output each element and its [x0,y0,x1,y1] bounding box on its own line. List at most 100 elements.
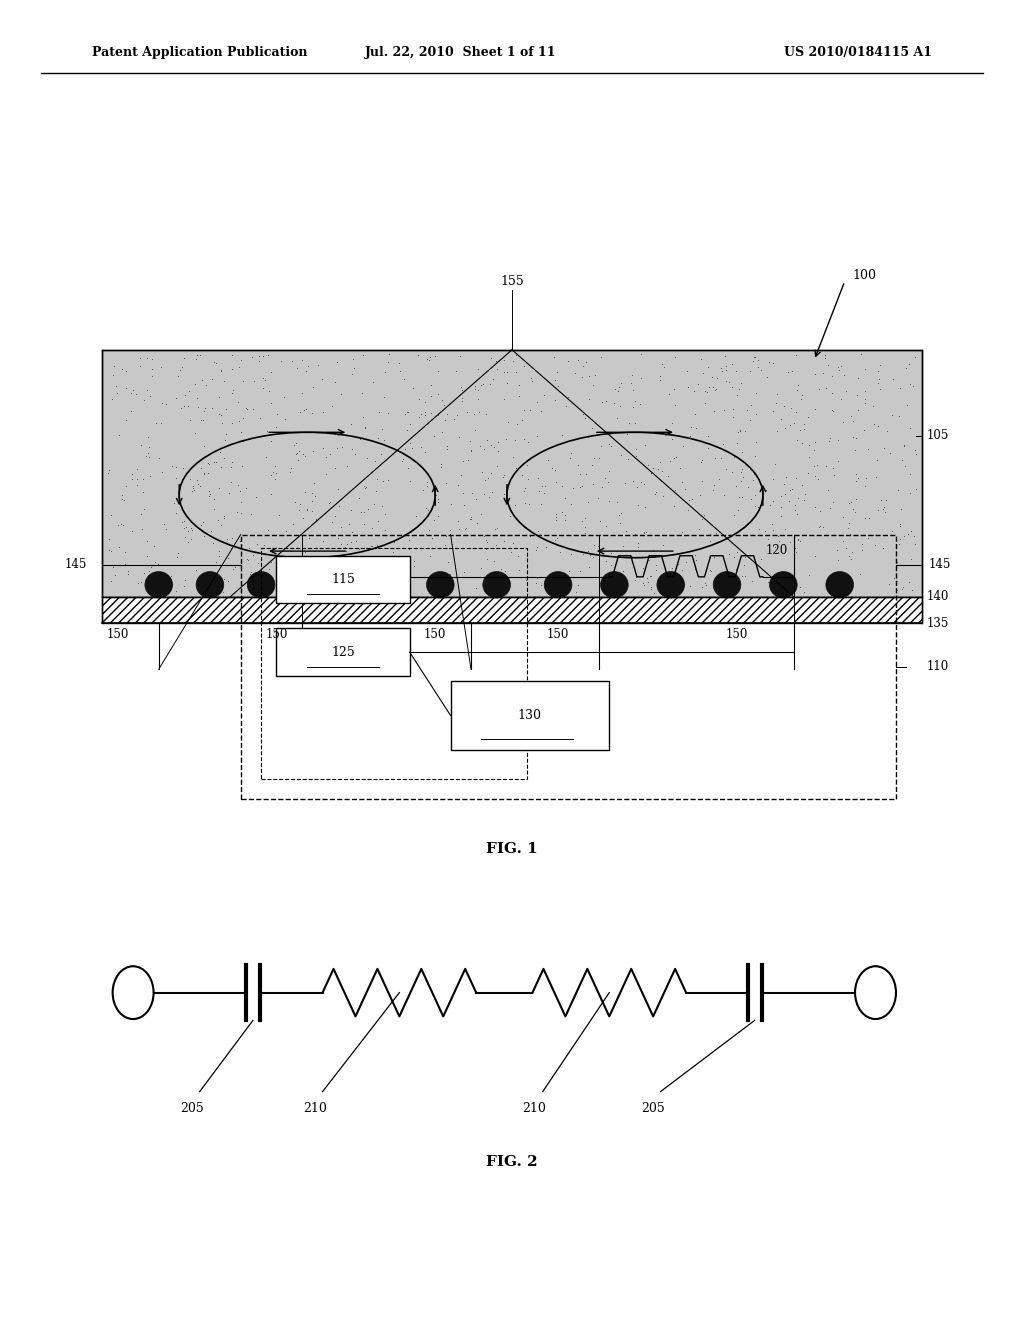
Point [666,496,682,517]
Point [733,565,750,586]
Point [255,346,271,367]
Point [291,499,307,520]
Point [536,482,552,503]
Point [740,477,757,498]
Point [216,508,232,529]
Point [331,496,347,517]
Point [514,465,530,486]
Point [765,400,781,421]
Point [843,405,859,426]
Point [557,487,573,508]
Point [128,384,144,405]
Point [411,388,427,409]
Point [133,519,150,540]
Point [206,565,222,586]
Point [142,466,159,487]
Point [154,356,170,378]
Point [848,428,864,449]
Point [306,473,323,494]
Point [258,446,274,467]
Point [794,433,810,454]
Point [612,396,629,417]
Point [773,486,790,507]
Point [211,385,227,407]
Point [706,400,722,421]
Point [695,363,712,384]
Point [728,360,744,381]
Point [571,463,588,484]
Point [189,566,206,587]
Ellipse shape [196,572,224,598]
Point [172,397,188,418]
Point [706,376,722,397]
Point [573,367,590,388]
Text: 155: 155 [500,275,524,288]
Point [884,520,900,541]
Point [529,392,546,413]
Point [637,496,653,517]
Point [180,520,197,541]
Point [902,463,919,484]
Point [182,528,199,549]
Point [641,550,657,572]
Point [641,565,657,586]
Point [428,484,444,506]
Point [188,388,205,409]
Point [780,491,797,512]
Point [687,417,703,438]
Point [897,358,913,379]
Point [729,541,745,562]
Point [527,540,544,561]
Point [441,564,458,585]
Point [231,531,248,552]
Point [343,532,359,553]
Point [340,545,356,566]
Point [408,506,424,527]
Point [637,434,653,455]
Point [902,374,919,395]
Point [306,486,323,507]
Point [693,449,710,470]
Point [778,466,795,487]
Point [193,409,209,430]
Text: 110: 110 [927,660,949,673]
Point [467,379,483,400]
Point [614,574,631,595]
Point [233,502,250,523]
Point [717,360,733,381]
Point [742,360,759,381]
Point [204,397,220,418]
Point [654,354,671,375]
Point [517,492,534,513]
Point [294,531,310,552]
Point [418,461,434,482]
Point [438,525,455,546]
Point [772,496,788,517]
Point [353,383,370,404]
Point [750,348,766,370]
Point [356,502,373,523]
Point [679,360,695,381]
Point [760,528,776,549]
Point [196,462,212,483]
Point [522,400,539,421]
Point [636,574,652,595]
Point [538,536,554,557]
Point [630,532,646,553]
Point [146,565,163,586]
Point [195,370,211,391]
Point [718,458,734,479]
Point [794,384,810,405]
Ellipse shape [426,572,455,598]
Point [223,528,240,549]
Point [537,475,553,496]
Point [729,384,745,405]
Point [120,564,136,585]
Point [725,446,741,467]
Point [430,491,446,512]
Point [329,437,345,458]
Point [628,440,644,461]
Point [261,381,278,403]
Point [473,503,489,524]
Text: 210: 210 [522,1102,547,1115]
